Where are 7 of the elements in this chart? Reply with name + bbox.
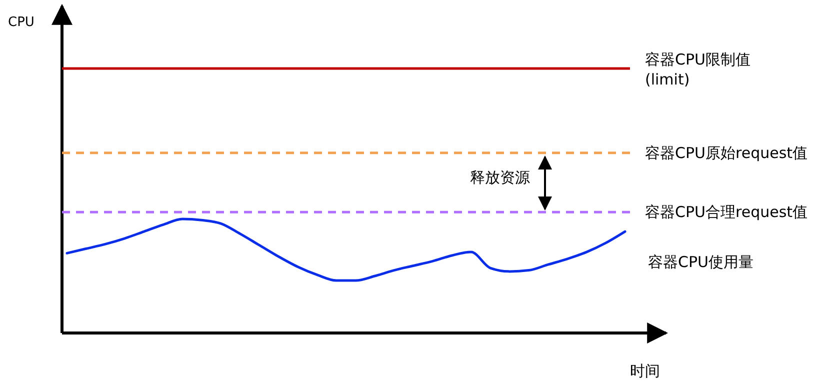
x-axis-title: 时间 <box>630 362 660 380</box>
ref-line-label: 容器CPU原始request值 <box>645 144 808 162</box>
text: 容器CPU使用量 <box>648 252 754 271</box>
text: CPU <box>8 15 34 30</box>
ref-line-label: 容器CPU限制值 (limit) <box>645 50 750 89</box>
text: 释放资源 <box>470 168 530 187</box>
ref-line-label: 容器CPU合理request值 <box>645 203 808 222</box>
